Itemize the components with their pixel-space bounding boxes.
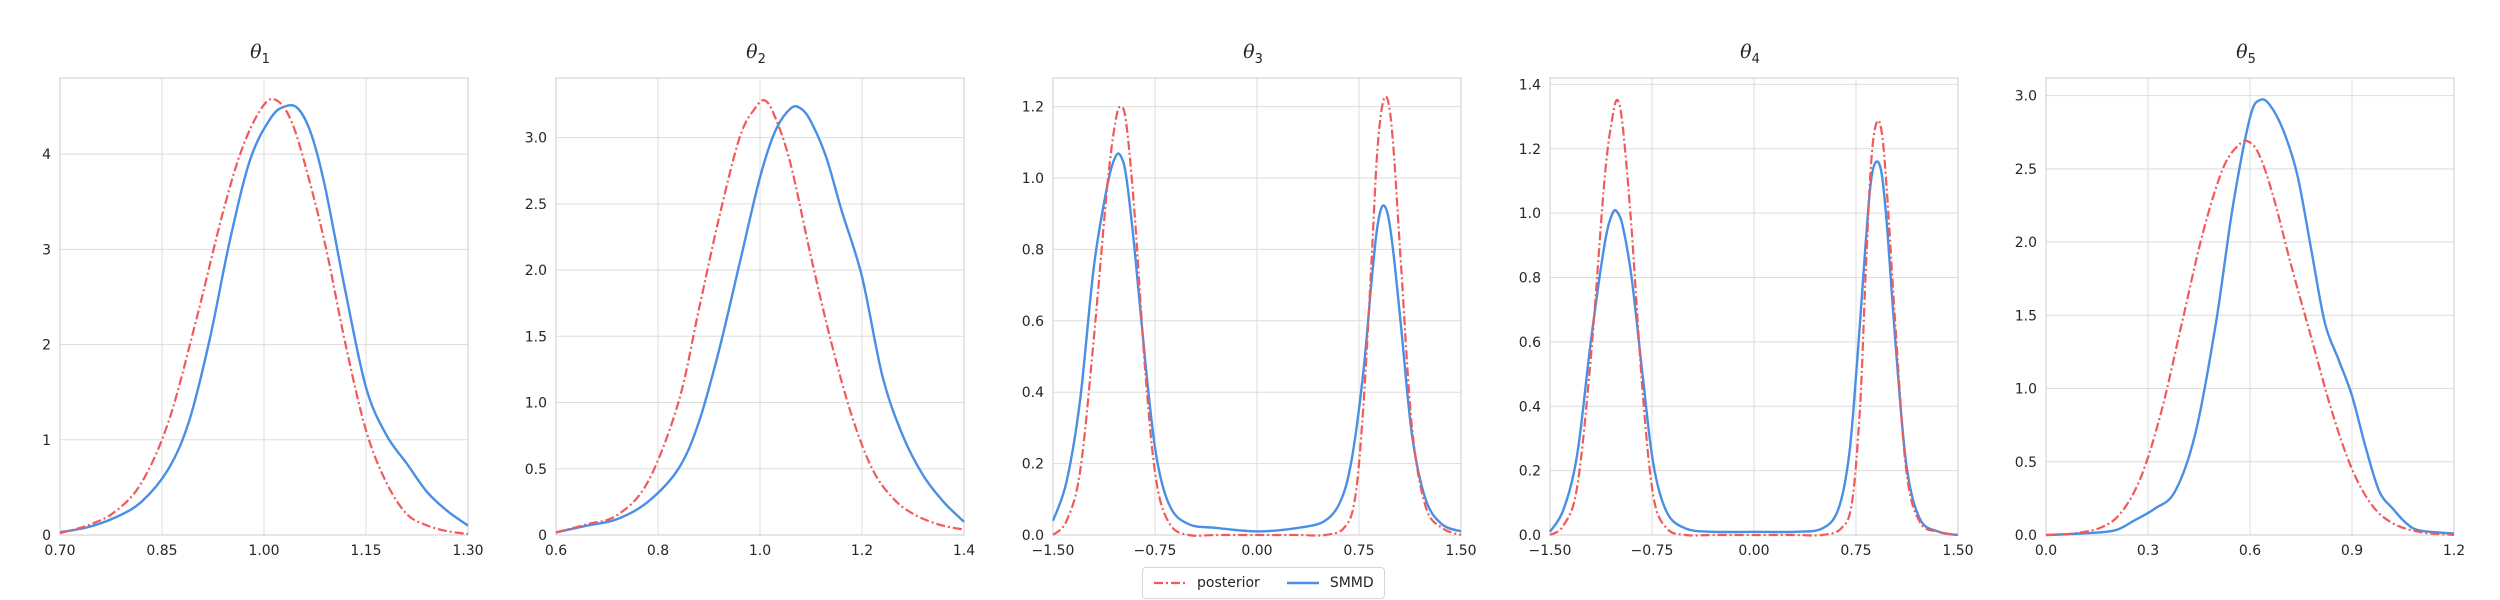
y-tick-label: 1.4 [1519, 77, 1541, 93]
x-tick-label: 1.4 [953, 543, 975, 559]
y-tick-label: 0.0 [2015, 528, 2037, 544]
panel-title: θ2 [746, 41, 766, 67]
y-tick-label: 3 [42, 242, 51, 258]
y-tick-label: 0.6 [1022, 314, 1044, 330]
y-tick-label: 0.4 [1022, 385, 1044, 401]
x-tick-label: −0.75 [1631, 543, 1674, 559]
series-line-posterior [1549, 98, 1959, 537]
x-tick-label: 1.2 [2443, 543, 2465, 559]
y-tick-label: 0.6 [1519, 335, 1541, 351]
legend-label-posterior: posterior [1197, 575, 1260, 591]
plot-frame [59, 77, 469, 536]
panel-title-symbol: θ [746, 41, 758, 63]
x-tick-label: 0.0 [2035, 543, 2057, 559]
x-tick-label: 1.30 [452, 543, 483, 559]
y-tick-label: 0.2 [1519, 464, 1541, 480]
series-line-posterior [1052, 95, 1462, 537]
legend-label-smmd: SMMD [1329, 575, 1374, 591]
x-tick-label: 0.3 [2137, 543, 2159, 559]
x-tick-label: 0.6 [2239, 543, 2261, 559]
y-tick-label: 1 [42, 433, 51, 449]
y-tick-label: 0.8 [1519, 271, 1541, 287]
y-tick-label: 0.8 [1022, 242, 1044, 258]
y-tick-label: 0.0 [1519, 528, 1541, 544]
y-tick-label: 2.5 [525, 197, 547, 213]
y-tick-label: 1.0 [2015, 382, 2037, 398]
legend-swatch-posterior [1154, 581, 1186, 585]
y-tick-label: 1.0 [1519, 206, 1541, 222]
x-tick-label: −1.50 [1032, 543, 1075, 559]
x-tick-label: 0.8 [647, 543, 669, 559]
chart-panel-2: 0.6 0.8 1.0 1.2 1.4 0 0.5 1.0 1.5 2.0 2.5 3.0 θ2 [525, 41, 975, 559]
y-tick-label: 2.0 [525, 263, 547, 279]
x-tick-label: 0.85 [146, 543, 177, 559]
panel-title: θ4 [1740, 41, 1760, 67]
panel-title-symbol: θ [250, 41, 262, 63]
y-tick-label: 0.0 [1022, 528, 1044, 544]
x-tick-label: 1.2 [851, 543, 873, 559]
panel-title-subscript: 4 [1752, 52, 1760, 67]
plot-frame [555, 77, 965, 536]
x-tick-label: 1.00 [248, 543, 279, 559]
panel-title: θ3 [1243, 41, 1263, 67]
y-tick-label: 0.5 [525, 462, 547, 478]
panel-title-subscript: 2 [758, 52, 766, 67]
x-tick-label: −1.50 [1529, 543, 1572, 559]
x-tick-label: 0.00 [1241, 543, 1272, 559]
y-tick-label: 1.2 [1519, 142, 1541, 158]
series-line-posterior [59, 97, 469, 536]
x-tick-label: 0.6 [545, 543, 567, 559]
series-line-smmd [555, 105, 965, 534]
panel-title-subscript: 3 [1255, 52, 1263, 67]
chart-panel-4: −1.50 −0.75 0.00 0.75 1.50 0.0 0.2 0.4 0.6 0.8 1.0… [1519, 41, 1974, 559]
y-tick-label: 1.5 [525, 329, 547, 345]
y-tick-label: 0.5 [2015, 455, 2037, 471]
panel-title-symbol: θ [1243, 41, 1255, 63]
x-tick-label: 1.50 [1445, 543, 1476, 559]
x-tick-label: 1.50 [1942, 543, 1973, 559]
y-tick-label: 0 [538, 528, 547, 544]
y-tick-label: 4 [42, 147, 51, 163]
series-line-smmd [1548, 160, 1959, 537]
chart-panel-3: −1.50 −0.75 0.00 0.75 1.50 0.0 0.2 0.4 0.6 0.8 1.0… [1022, 41, 1477, 559]
y-tick-label: 1.0 [525, 396, 547, 412]
chart-panel-5: 0.0 0.3 0.6 0.9 1.2 0.0 0.5 1.0 1.5 2.0 2.5 3.0 θ5 [2015, 41, 2465, 559]
x-tick-label: 1.0 [749, 543, 771, 559]
y-tick-label: 3.0 [525, 131, 547, 147]
series-line-posterior [2045, 139, 2455, 537]
panel-title: θ5 [2236, 41, 2256, 67]
y-tick-label: 1.0 [1022, 171, 1044, 187]
x-tick-label: 0.70 [44, 543, 75, 559]
y-tick-label: 1.5 [2015, 308, 2037, 324]
panel-title-symbol: θ [2236, 41, 2248, 63]
y-tick-label: 0.4 [1519, 399, 1541, 415]
series-line-smmd [1051, 152, 1462, 533]
y-tick-label: 2 [42, 338, 51, 354]
x-tick-label: −0.75 [1134, 543, 1177, 559]
series-line-posterior [555, 99, 965, 534]
x-tick-label: 0.9 [2341, 543, 2363, 559]
y-tick-label: 0.2 [1022, 457, 1044, 473]
y-tick-label: 1.2 [1022, 100, 1044, 116]
plot-frame [2045, 77, 2455, 536]
series-line-smmd [2045, 98, 2455, 537]
panel-title-subscript: 1 [262, 52, 270, 67]
legend: posterior SMMD [1142, 567, 1385, 599]
legend-item-posterior: posterior [1153, 575, 1260, 591]
legend-item-smmd: SMMD [1286, 575, 1374, 591]
x-tick-label: 1.15 [350, 543, 381, 559]
y-tick-label: 2.0 [2015, 235, 2037, 251]
x-tick-label: 0.75 [1840, 543, 1871, 559]
y-tick-label: 0 [42, 528, 51, 544]
panel-title-symbol: θ [1740, 41, 1752, 63]
x-tick-label: 0.75 [1343, 543, 1374, 559]
y-tick-label: 2.5 [2015, 162, 2037, 178]
x-tick-label: 0.00 [1738, 543, 1769, 559]
panel-title-subscript: 5 [2248, 52, 2256, 67]
y-tick-label: 3.0 [2015, 89, 2037, 105]
legend-swatch-smmd [1286, 581, 1319, 585]
panel-title: θ1 [250, 41, 270, 67]
